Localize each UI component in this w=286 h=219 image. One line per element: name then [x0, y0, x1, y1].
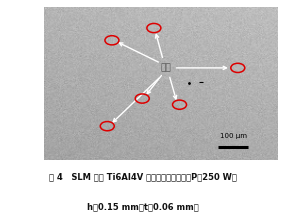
Text: 100 μm: 100 μm	[220, 133, 247, 139]
Text: 气孔: 气孔	[160, 63, 171, 72]
Text: h＝0.15 mm，t＝0.06 mm）: h＝0.15 mm，t＝0.06 mm）	[87, 203, 199, 212]
Text: 图 4   SLM 成形 Ti6Al4V 合金中的气孔形貌（P＝250 W，: 图 4 SLM 成形 Ti6Al4V 合金中的气孔形貌（P＝250 W，	[49, 172, 237, 181]
